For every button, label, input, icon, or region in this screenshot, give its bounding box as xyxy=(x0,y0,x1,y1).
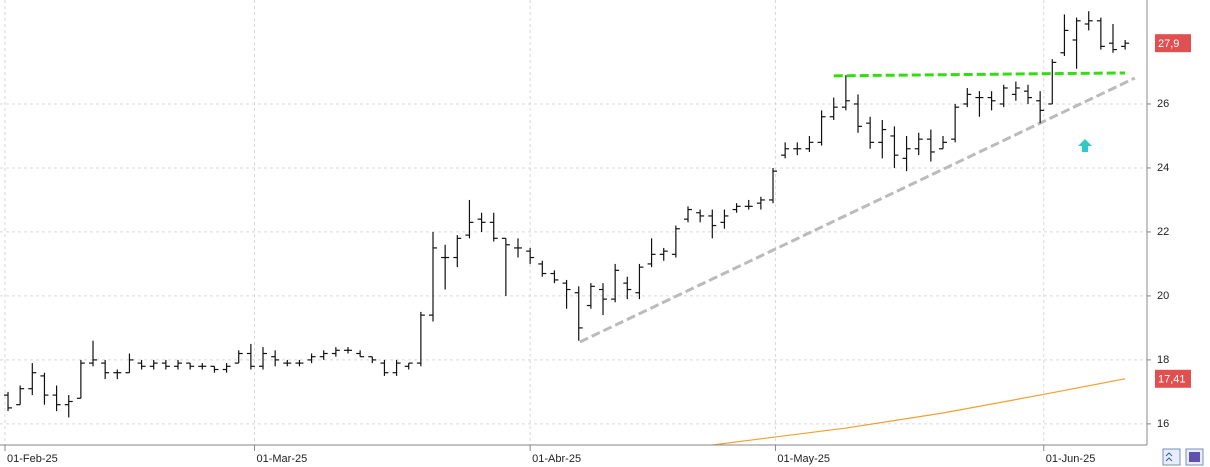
x-tick-label: 01-Abr-25 xyxy=(532,453,581,465)
y-tick-label: 24 xyxy=(1157,162,1169,174)
save-icon xyxy=(1189,452,1200,462)
price-tag-label: 27,9 xyxy=(1158,38,1179,50)
x-tick-label: 01-Mar-25 xyxy=(257,453,308,465)
y-tick-label: 16 xyxy=(1157,418,1169,430)
price-tag-label: 17,41 xyxy=(1158,374,1186,386)
overlay-line xyxy=(579,76,1136,344)
price-tag xyxy=(1155,34,1191,53)
x-tick-label: 01-Feb-25 xyxy=(7,453,58,465)
overlay-line xyxy=(712,378,1126,446)
zoom-icon xyxy=(1165,452,1173,462)
toolbar xyxy=(1162,448,1204,466)
y-tick-label: 20 xyxy=(1157,290,1169,302)
grid-layer xyxy=(0,0,1151,451)
overlay-line xyxy=(833,71,1126,78)
price-tag xyxy=(1155,369,1191,388)
y-tick-label: 26 xyxy=(1157,98,1169,110)
x-tick-label: 01-Jun-25 xyxy=(1046,453,1096,465)
y-tick-label: 18 xyxy=(1157,354,1169,366)
bars-layer xyxy=(4,11,1130,418)
labels-layer: 16 18 20 22 24 26 01-Feb-25 01-Mar-25 01-Abr-25 0… xyxy=(7,34,1191,465)
y-tick-label: 22 xyxy=(1157,226,1169,238)
x-tick-label: 01-May-25 xyxy=(777,453,830,465)
overlay-layer xyxy=(579,71,1136,446)
up-arrow-icon xyxy=(1078,139,1092,152)
zoom-button[interactable] xyxy=(1162,448,1181,466)
